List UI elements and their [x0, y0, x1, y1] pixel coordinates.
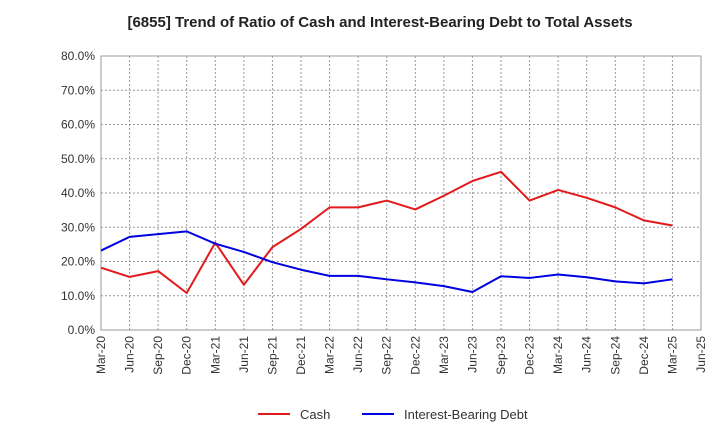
- x-tick-label: Dec-23: [523, 336, 537, 375]
- x-tick-label: Sep-20: [151, 336, 165, 375]
- x-tick-label: Jun-25: [694, 336, 708, 373]
- y-tick-label: 10.0%: [61, 289, 95, 303]
- x-tick-label: Mar-21: [208, 336, 222, 374]
- x-tick-label: Sep-24: [608, 336, 622, 375]
- x-tick-label: Mar-25: [665, 336, 679, 374]
- y-tick-label: 50.0%: [61, 152, 95, 166]
- y-tick-label: 80.0%: [61, 49, 95, 63]
- chart-title: [6855] Trend of Ratio of Cash and Intere…: [127, 14, 633, 31]
- x-tick-label: Sep-23: [494, 336, 508, 375]
- x-tick-label: Mar-23: [437, 336, 451, 374]
- x-tick-label: Jun-23: [465, 336, 479, 373]
- y-axis-tick-labels: 0.0% 10.0% 20.0% 30.0% 40.0% 50.0% 60.0% 70.0% 8…: [61, 49, 95, 337]
- x-tick-label: Dec-20: [180, 336, 194, 375]
- y-tick-label: 40.0%: [61, 186, 95, 200]
- x-tick-label: Jun-21: [237, 336, 251, 373]
- legend: Cash Interest-Bearing Debt: [258, 407, 528, 422]
- series-line-cash: [100, 170, 673, 295]
- y-tick-label: 70.0%: [61, 83, 95, 97]
- x-tick-label: Jun-22: [351, 336, 365, 373]
- y-tick-label: 60.0%: [61, 118, 95, 132]
- x-tick-label: Dec-24: [637, 336, 651, 375]
- x-tick-label: Mar-20: [94, 336, 108, 374]
- x-tick-label: Dec-22: [408, 336, 422, 375]
- plot-area-frame: [100, 55, 702, 331]
- x-tick-label: Mar-24: [551, 336, 565, 374]
- y-tick-label: 0.0%: [68, 323, 96, 337]
- x-tick-label: Mar-22: [323, 336, 337, 374]
- x-tick-label: Dec-21: [294, 336, 308, 375]
- data-series: [100, 170, 673, 295]
- x-tick-label: Jun-24: [580, 336, 594, 373]
- legend-label: Cash: [300, 407, 330, 422]
- x-tick-label: Sep-22: [380, 336, 394, 375]
- grid-lines: [101, 56, 701, 330]
- legend-label: Interest-Bearing Debt: [404, 407, 528, 422]
- series-line-interest-bearing-debt: [100, 230, 673, 293]
- x-tick-label: Jun-20: [123, 336, 137, 373]
- y-tick-label: 30.0%: [61, 220, 95, 234]
- y-tick-label: 20.0%: [61, 255, 95, 269]
- x-tick-label: Sep-21: [265, 336, 279, 375]
- x-axis-tick-labels: Mar-20 Jun-20 Sep-20 Dec-20 Mar-21 Jun-21 Sep-…: [94, 336, 708, 375]
